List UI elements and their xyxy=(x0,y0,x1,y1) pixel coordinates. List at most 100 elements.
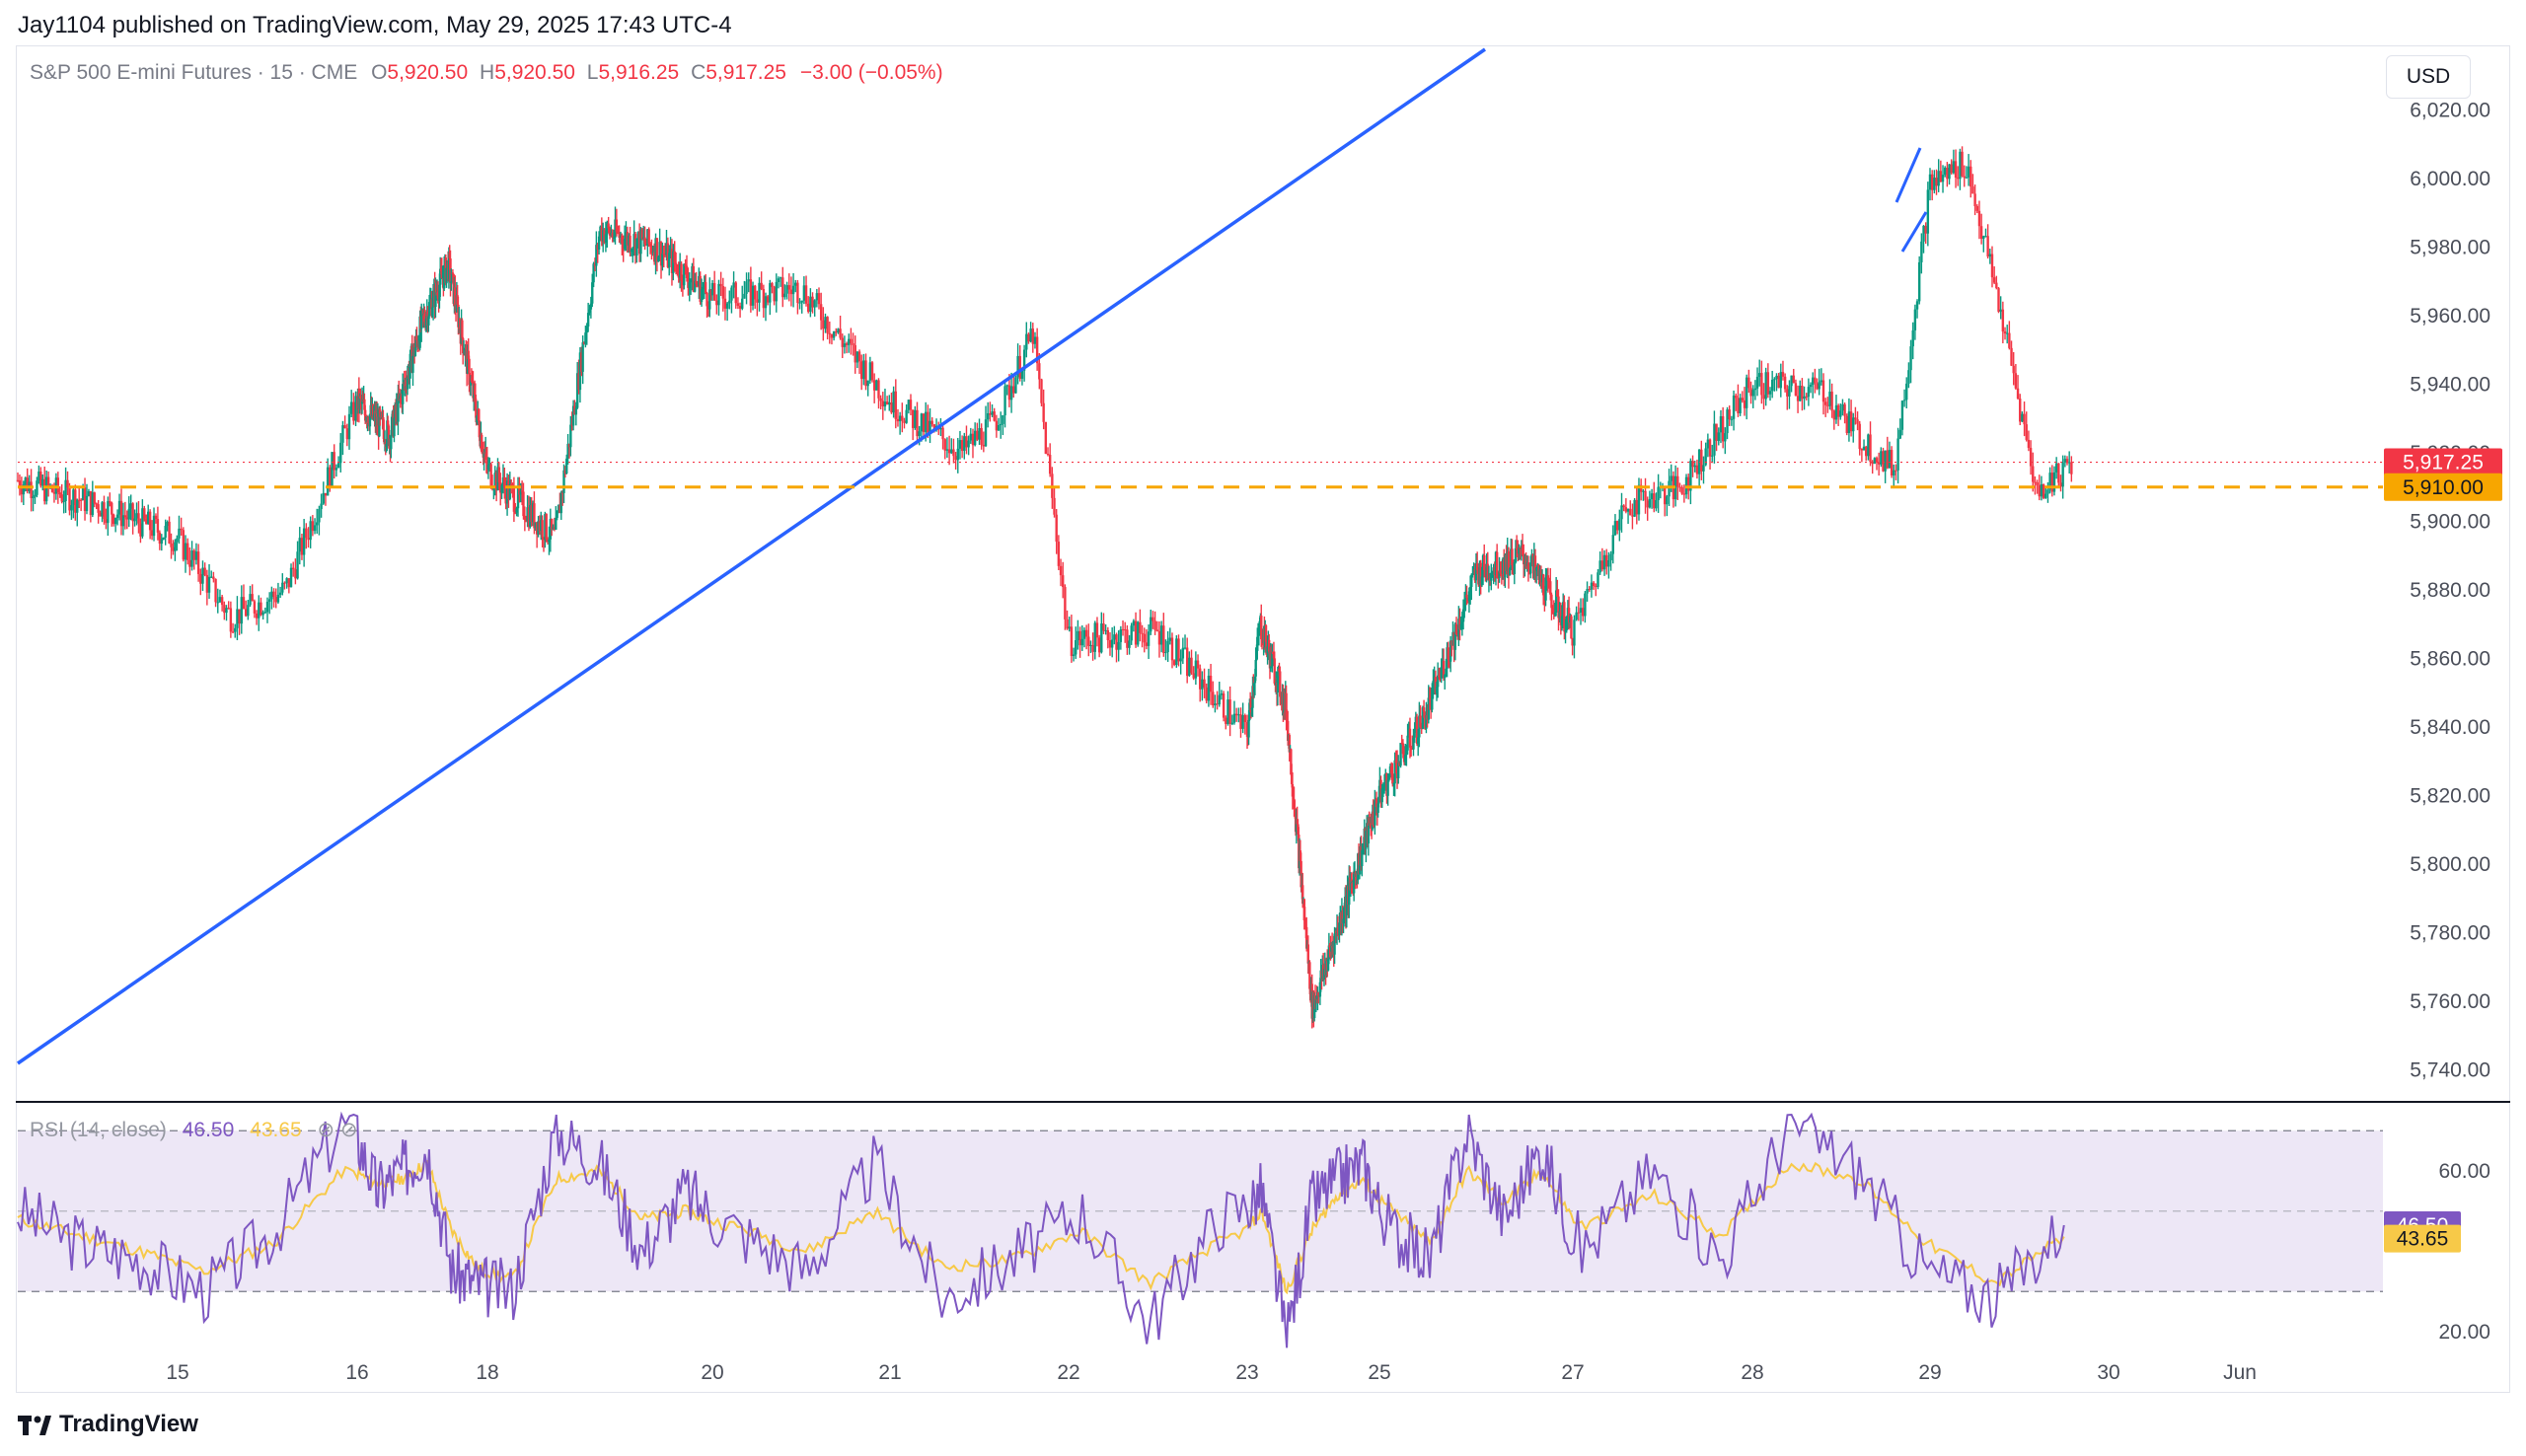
candle-body xyxy=(870,362,874,381)
candle-body xyxy=(1534,567,1538,571)
candle-body xyxy=(148,511,152,531)
candle-body xyxy=(1954,161,1958,179)
candle-body xyxy=(1330,945,1333,952)
candle-body xyxy=(1777,375,1780,389)
low-label: L xyxy=(586,61,599,84)
candle-body xyxy=(457,304,460,328)
candle-body xyxy=(477,408,481,421)
candle-body xyxy=(1271,652,1275,654)
candle-body xyxy=(916,409,919,437)
symbol-name[interactable]: S&P 500 E-mini Futures · 15 · CME xyxy=(30,61,358,84)
candle-body xyxy=(1170,637,1174,661)
candle-body xyxy=(253,601,257,614)
candle-body xyxy=(483,451,485,458)
candle-body xyxy=(1888,450,1892,469)
candle-body xyxy=(378,409,381,437)
candle-body xyxy=(1225,717,1227,724)
candle-body xyxy=(1839,410,1842,417)
time-tick-label: 23 xyxy=(1235,1361,1258,1384)
candle-body xyxy=(421,309,424,316)
candle-body xyxy=(1266,646,1269,654)
candle-body xyxy=(1141,632,1144,634)
candle-body xyxy=(683,263,686,286)
candle-body xyxy=(585,326,588,333)
candle-body xyxy=(438,284,441,301)
candle-body xyxy=(146,511,150,525)
candle-body xyxy=(1312,994,1316,1018)
current-price-badge xyxy=(2384,448,2502,476)
candle-body xyxy=(1072,654,1076,657)
candle-body xyxy=(504,487,507,504)
candle-body xyxy=(387,425,391,447)
candle-body xyxy=(95,503,98,505)
candle-body xyxy=(709,289,712,296)
candle-body xyxy=(1258,620,1261,635)
candle-body xyxy=(552,527,555,530)
candle-body xyxy=(1027,333,1030,342)
candle-body xyxy=(565,458,568,473)
candle-body xyxy=(1314,998,1318,1004)
candle-body xyxy=(1230,722,1233,724)
candle-body xyxy=(824,317,827,329)
candle-body xyxy=(129,503,132,509)
candle-body xyxy=(1412,737,1415,750)
candle-body xyxy=(1515,547,1519,550)
candle-body xyxy=(1995,282,1998,289)
candle-body xyxy=(1967,166,1970,178)
candle-body xyxy=(1303,920,1306,924)
candle-body xyxy=(802,285,806,301)
candle-body xyxy=(1668,480,1671,497)
candle-body xyxy=(2025,424,2028,440)
candle-body xyxy=(1711,455,1714,457)
candle-body xyxy=(347,413,351,440)
candle-body xyxy=(986,412,990,420)
settings-icon[interactable]: ⊘ xyxy=(340,1119,358,1141)
candle-body xyxy=(1577,612,1581,614)
candle-body xyxy=(527,507,531,527)
candle-body xyxy=(1370,829,1374,831)
candle-body xyxy=(309,521,312,541)
candle-body xyxy=(637,232,641,255)
candle-body xyxy=(1799,386,1802,401)
candle-body xyxy=(26,477,29,492)
candle-body xyxy=(170,543,173,547)
candle-body xyxy=(2023,413,2026,425)
currency-button[interactable]: USD xyxy=(2386,55,2471,99)
candle-body xyxy=(633,234,637,255)
candle-body xyxy=(1458,619,1461,629)
candle-body xyxy=(789,289,793,295)
candle-body xyxy=(1732,396,1736,419)
candle-body xyxy=(967,440,970,448)
candle-body xyxy=(1843,403,1846,416)
candle-body xyxy=(617,232,620,234)
candle-body xyxy=(589,303,593,310)
candle-body xyxy=(1590,582,1594,590)
candle-body xyxy=(918,431,921,437)
candle-body xyxy=(423,313,426,323)
candle-body xyxy=(1957,178,1960,180)
rsi-label[interactable]: RSI (14, close) xyxy=(30,1119,167,1141)
candle-body xyxy=(440,270,443,279)
candle-body xyxy=(1495,551,1499,578)
eye-icon[interactable]: ⊘ xyxy=(317,1119,335,1141)
candle-body xyxy=(258,602,260,619)
candle-body xyxy=(1350,879,1353,884)
candle-body xyxy=(1560,616,1564,625)
candle-body xyxy=(1551,608,1554,610)
candle-body xyxy=(1181,647,1185,659)
candle-body xyxy=(1220,693,1224,695)
candle-body xyxy=(158,532,162,545)
candle-body xyxy=(1003,386,1006,416)
candle-body xyxy=(1618,519,1621,531)
candle-body xyxy=(1435,687,1439,693)
candle-body xyxy=(1068,626,1071,629)
candle-body xyxy=(1150,617,1152,632)
candle-body xyxy=(1097,637,1101,653)
candle-body xyxy=(1286,719,1289,721)
candle-body xyxy=(1948,164,1951,180)
candle-body xyxy=(216,602,219,604)
candle-body xyxy=(352,401,355,421)
candle-body xyxy=(584,332,587,344)
